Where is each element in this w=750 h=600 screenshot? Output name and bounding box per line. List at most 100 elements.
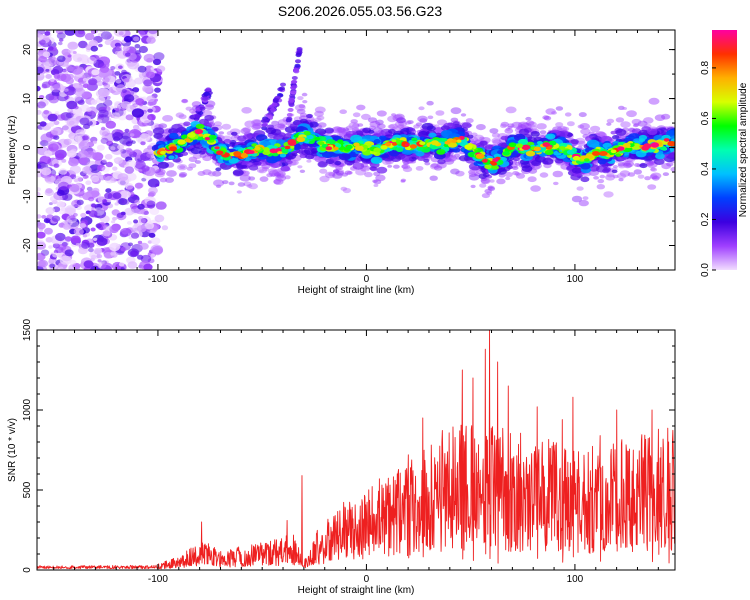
figure-title: S206.2026.055.03.56.G23	[278, 3, 442, 19]
ridge-blob	[451, 139, 458, 144]
spectrogram-ytick-label: 10	[22, 93, 33, 105]
ridge-blob	[354, 145, 364, 151]
ridge-blob	[464, 144, 473, 150]
noise-blob	[96, 237, 108, 246]
colorbar-tick-label: 0.4	[700, 162, 711, 176]
noise-blob	[129, 133, 135, 137]
noise-blob	[127, 261, 138, 269]
noise-blob	[111, 220, 116, 224]
ridge-blob	[190, 147, 202, 155]
ridge-blob	[236, 164, 245, 170]
noise-blob	[120, 267, 125, 270]
noise-blob	[40, 167, 52, 176]
ridge-blob	[484, 144, 494, 150]
noise-blob	[92, 140, 97, 144]
ridge-blob	[527, 176, 537, 183]
ridge-blob	[580, 176, 590, 183]
noise-blob	[49, 263, 56, 269]
ridge-blob	[215, 167, 222, 172]
noise-blob	[161, 225, 169, 231]
spectrogram-frame	[36, 29, 676, 271]
ridge-blob	[539, 130, 547, 135]
ridge-blob	[452, 121, 460, 126]
noise-blob	[115, 108, 120, 112]
ridge-blob	[649, 160, 655, 164]
streak-blob	[289, 93, 296, 98]
ridge-blob	[337, 139, 344, 144]
ridge-blob	[247, 146, 254, 150]
ridge-blob	[319, 168, 328, 174]
ridge-blob	[254, 146, 261, 151]
streak-blob	[294, 63, 301, 68]
ridge-blob	[198, 133, 204, 137]
noise-blob	[41, 215, 47, 219]
noise-blob	[134, 77, 144, 85]
ridge-blob	[187, 132, 196, 138]
streak-blob	[203, 91, 210, 96]
noise-blob	[149, 207, 160, 216]
noise-blob	[88, 210, 98, 218]
noise-blob	[101, 262, 113, 270]
noise-blob	[93, 247, 103, 255]
noise-blob	[90, 45, 99, 52]
ridge-blob	[580, 128, 591, 135]
ridge-blob	[158, 123, 168, 129]
ridge-blob	[297, 96, 304, 101]
noise-blob	[73, 213, 78, 217]
ridge-blob	[384, 142, 392, 147]
streak-blob	[261, 126, 268, 131]
noise-blob	[69, 184, 80, 193]
noise-blob	[59, 255, 72, 265]
ridge-blob	[576, 140, 586, 147]
noise-blob	[105, 161, 113, 168]
ridge-blob	[578, 112, 587, 118]
ridge-blob	[299, 118, 308, 124]
ridge-blob	[576, 186, 584, 191]
noise-blob	[92, 187, 100, 194]
noise-blob	[42, 51, 51, 58]
noise-blob	[147, 108, 153, 113]
noise-blob	[37, 187, 41, 192]
noise-blob	[138, 118, 144, 123]
ridge-blob	[373, 184, 379, 187]
ridge-blob	[448, 142, 457, 148]
noise-blob	[114, 202, 119, 206]
noise-blob	[143, 79, 153, 87]
ridge-blob	[189, 108, 197, 114]
ridge-blob	[297, 165, 303, 169]
noise-blob	[82, 135, 89, 141]
ridge-blob	[592, 151, 600, 156]
ridge-blob	[419, 118, 428, 124]
noise-blob	[83, 78, 90, 84]
noise-blob	[37, 110, 42, 115]
noise-blob	[146, 151, 155, 158]
ridge-blob	[321, 143, 328, 148]
ridge-blob	[606, 172, 615, 178]
ridge-blob	[460, 113, 467, 117]
noise-blob	[154, 87, 161, 93]
ridge-blob	[266, 173, 273, 178]
ridge-blob	[572, 155, 581, 161]
ridge-blob	[353, 142, 360, 147]
spectrogram-xtick-label: 0	[364, 274, 370, 285]
ridge-blob	[647, 184, 657, 190]
ridge-blob	[357, 123, 364, 127]
ridge-blob	[661, 163, 672, 170]
ridge-blob	[489, 179, 495, 183]
noise-blob	[55, 232, 66, 242]
ridge-blob	[570, 139, 579, 145]
ridge-blob	[380, 145, 388, 150]
ridge-blob	[480, 177, 491, 185]
ridge-blob	[162, 115, 174, 122]
noise-blob	[39, 121, 47, 127]
noise-blob	[130, 203, 138, 210]
streak-blob	[205, 87, 212, 92]
noise-blob	[140, 141, 146, 146]
noise-blob	[45, 68, 50, 72]
ridge-blob	[615, 128, 627, 136]
noise-blob	[58, 168, 68, 175]
ridge-blob	[530, 185, 541, 192]
noise-blob	[153, 52, 165, 61]
noise-blob	[85, 150, 96, 159]
noise-blob	[147, 145, 153, 150]
